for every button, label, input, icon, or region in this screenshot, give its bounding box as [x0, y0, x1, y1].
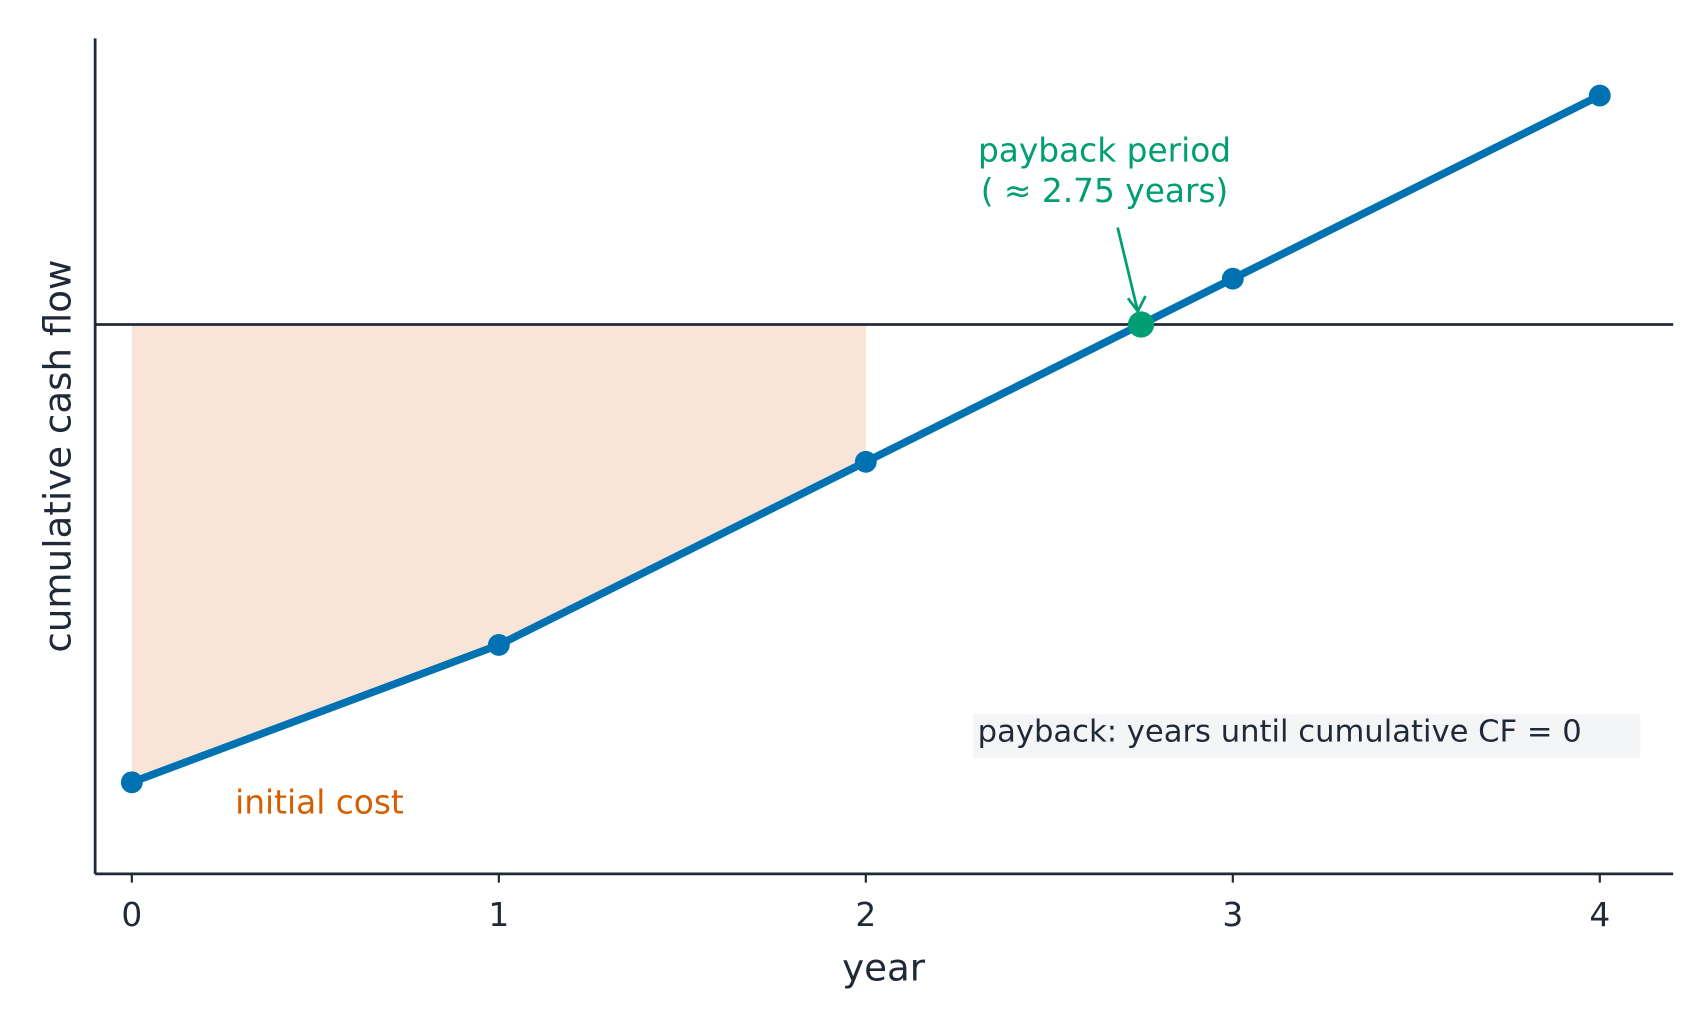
- x-tick-label: 2: [855, 896, 876, 934]
- x-tick-label: 3: [1222, 896, 1243, 934]
- shaded-area: [131, 324, 866, 783]
- point: [120, 771, 143, 794]
- payback-annotation: ( ≈ 2.75 years): [981, 172, 1229, 210]
- payback-annotation: payback period: [978, 132, 1231, 170]
- x-tick-label: 0: [121, 896, 142, 934]
- x-axis-label: year: [842, 946, 926, 990]
- note-text: payback: years until cumulative CF = 0: [978, 714, 1582, 749]
- x-tick-label: 1: [488, 896, 509, 934]
- note-box: [973, 714, 1641, 758]
- point: [854, 450, 877, 473]
- point: [1221, 267, 1244, 290]
- payback-point: [1127, 311, 1155, 338]
- annotation-arrow: [1116, 227, 1147, 314]
- point: [1588, 84, 1611, 107]
- x-tick-label: 4: [1589, 896, 1610, 934]
- shade-label: initial cost: [235, 783, 404, 821]
- y-axis-label: cumulative cash flow: [36, 260, 80, 653]
- point: [487, 633, 510, 656]
